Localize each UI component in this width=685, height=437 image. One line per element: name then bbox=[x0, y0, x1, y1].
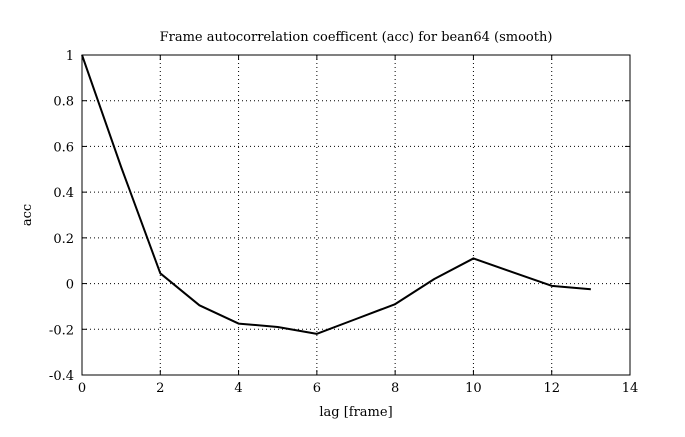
y-tick-label: -0.4 bbox=[49, 369, 74, 384]
x-tick-label: 10 bbox=[465, 381, 482, 396]
x-tick-label: 12 bbox=[543, 381, 560, 396]
series-layer bbox=[81, 54, 591, 335]
series-line bbox=[81, 54, 591, 335]
x-tick-label: 0 bbox=[78, 381, 86, 396]
tick-label-layer: 0 2 4 6 8 10 12 14 -0.4 -0.2 0 0.2 0.4 0.6 0.8 1 bbox=[49, 49, 638, 396]
x-tick-label: 2 bbox=[156, 381, 164, 396]
x-axis-label: lag [frame] bbox=[319, 405, 392, 420]
plot-frame bbox=[81, 54, 631, 376]
y-tick-label: 0 bbox=[66, 278, 74, 293]
y-tick-label: 0.4 bbox=[53, 186, 74, 201]
y-tick-label: 0.6 bbox=[53, 140, 74, 155]
x-tick-label: 6 bbox=[313, 381, 321, 396]
grid-layer bbox=[82, 55, 630, 375]
ticks-layer bbox=[81, 54, 631, 376]
y-tick-label: 1 bbox=[66, 49, 74, 64]
y-tick-label: 0.2 bbox=[53, 232, 74, 247]
x-tick-label: 8 bbox=[391, 381, 399, 396]
y-tick-label: 0.8 bbox=[53, 95, 74, 110]
y-axis-label: acc bbox=[20, 204, 35, 226]
x-tick-label: 4 bbox=[234, 381, 242, 396]
y-tick-label: -0.2 bbox=[49, 323, 74, 338]
x-tick-label: 14 bbox=[622, 381, 639, 396]
chart-title: Frame autocorrelation coefficent (acc) f… bbox=[160, 30, 553, 45]
